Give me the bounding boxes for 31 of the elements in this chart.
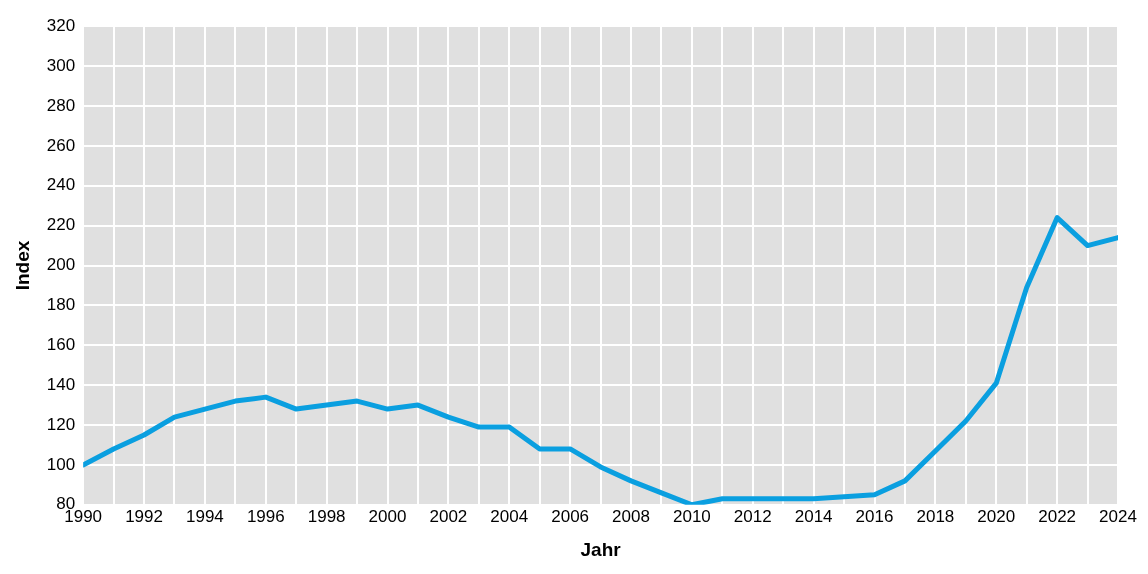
- y-tick-label: 260: [46, 135, 76, 155]
- x-axis-title: Jahr: [580, 538, 622, 560]
- x-tick-label: 2014: [794, 506, 833, 526]
- x-tick-label: 1996: [246, 506, 285, 526]
- x-tick-label: 2008: [612, 506, 650, 526]
- y-tick-label: 180: [46, 295, 76, 315]
- x-tick-label: 2018: [916, 506, 955, 526]
- y-tick-label: 200: [46, 255, 76, 275]
- y-tick-label: 300: [46, 55, 76, 75]
- y-tick-label: 100: [46, 454, 76, 474]
- x-tick-label: 2010: [672, 506, 711, 526]
- x-tick-label: 2024: [1099, 506, 1137, 526]
- y-tick-label: 120: [46, 414, 76, 434]
- x-tick-label: 1994: [186, 506, 224, 526]
- x-tick-label: 1998: [307, 506, 346, 526]
- y-tick-label: 220: [46, 215, 76, 235]
- x-tick-label: 2006: [551, 506, 590, 526]
- x-tick-label: 2016: [855, 506, 894, 526]
- x-tick-label: 2022: [1038, 506, 1077, 526]
- y-tick-label: 280: [46, 95, 76, 115]
- x-tick-label: 2020: [977, 506, 1016, 526]
- x-tick-label: 2002: [429, 506, 468, 526]
- x-tick-label: 2004: [490, 506, 529, 526]
- y-tick-label: 320: [46, 15, 76, 35]
- x-tick-label: 2012: [733, 506, 772, 526]
- x-tick-label: 1992: [125, 506, 163, 526]
- x-tick-label: 2000: [368, 506, 407, 526]
- y-axis-title: Index: [11, 240, 33, 291]
- y-tick-label: 240: [46, 175, 76, 195]
- y-tick-label: 140: [46, 374, 76, 394]
- y-tick-label: 160: [46, 334, 76, 354]
